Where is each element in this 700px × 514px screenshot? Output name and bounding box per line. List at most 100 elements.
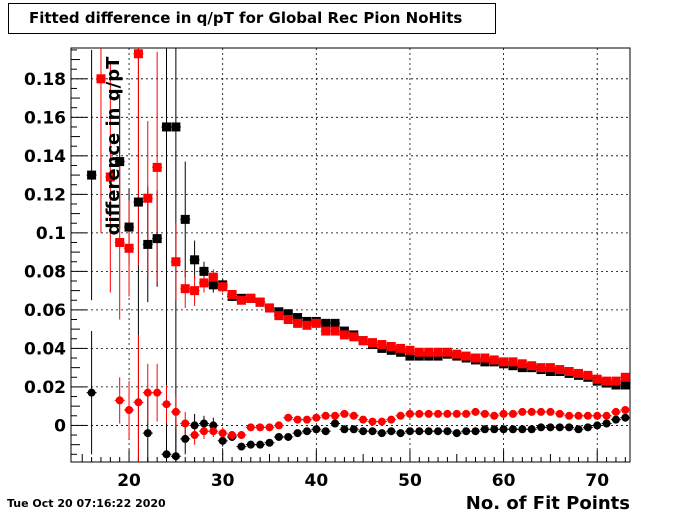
- data-point-circle: [593, 411, 602, 420]
- data-point-square: [293, 313, 303, 323]
- data-point-square: [452, 349, 462, 359]
- axis-ticks: [71, 49, 626, 462]
- data-point-circle: [490, 425, 499, 434]
- data-point-square: [199, 278, 209, 288]
- data-point-circle: [293, 415, 302, 424]
- data-point-square: [208, 280, 218, 290]
- data-point-square: [124, 222, 134, 232]
- data-point-square: [508, 357, 518, 367]
- data-point-circle: [237, 442, 246, 451]
- data-point-circle: [518, 407, 527, 416]
- data-point-square: [414, 347, 424, 357]
- data-point-square: [143, 193, 153, 203]
- data-point-square: [620, 380, 630, 390]
- data-point-square: [583, 370, 593, 380]
- data-point-circle: [593, 421, 602, 430]
- data-point-circle: [246, 423, 255, 432]
- data-point-square: [105, 172, 115, 182]
- data-point-square: [208, 272, 218, 282]
- data-point-circle: [321, 411, 330, 420]
- data-point-circle: [537, 407, 546, 416]
- data-point-square: [162, 122, 172, 132]
- data-point-circle: [565, 411, 574, 420]
- data-point-circle: [218, 429, 227, 438]
- data-point-circle: [359, 427, 368, 436]
- data-point-circle: [434, 409, 443, 418]
- data-point-circle: [246, 440, 255, 449]
- chart-title: Fitted difference in q/pT for Global Rec…: [8, 3, 496, 34]
- y-tick-label: 0.08: [24, 262, 66, 282]
- y-tick-label: 0.12: [24, 185, 66, 205]
- data-point-circle: [443, 427, 452, 436]
- data-point-square: [152, 234, 162, 244]
- data-point-square: [330, 318, 340, 328]
- data-point-circle: [143, 429, 152, 438]
- data-point-square: [133, 49, 143, 59]
- data-point-circle: [218, 436, 227, 445]
- data-point-circle: [546, 423, 555, 432]
- data-point-square: [330, 326, 340, 336]
- y-tick-label: 0: [54, 416, 66, 436]
- y-tick-label: 0.16: [24, 108, 66, 128]
- data-point-circle: [368, 427, 377, 436]
- data-point-square: [424, 347, 434, 357]
- data-point-square: [405, 345, 415, 355]
- data-point-circle: [611, 407, 620, 416]
- data-point-square: [96, 74, 106, 84]
- data-point-circle: [424, 409, 433, 418]
- data-point-circle: [537, 423, 546, 432]
- data-point-circle: [387, 415, 396, 424]
- data-point-square: [611, 376, 621, 386]
- data-point-circle: [462, 427, 471, 436]
- grid: [71, 48, 630, 462]
- data-point-square: [433, 347, 443, 357]
- data-point-square: [87, 170, 97, 180]
- data-point-square: [339, 330, 349, 340]
- data-point-square: [236, 295, 246, 305]
- data-point-square: [255, 297, 265, 307]
- y-axis-label: difference in q/pT: [103, 56, 124, 235]
- data-point-circle: [583, 411, 592, 420]
- data-point-square: [574, 368, 584, 378]
- data-point-square: [349, 332, 359, 342]
- data-point-square: [527, 361, 537, 371]
- data-point-circle: [621, 406, 630, 415]
- data-point-circle: [396, 411, 405, 420]
- data-point-square: [471, 353, 481, 363]
- x-tick-label: 40: [304, 471, 328, 491]
- x-tick-label: 30: [211, 471, 235, 491]
- data-point-square: [545, 363, 555, 373]
- data-point-circle: [602, 419, 611, 428]
- data-point-square: [517, 359, 527, 369]
- timestamp: Tue Oct 20 07:16:22 2020: [7, 497, 166, 510]
- data-point-circle: [480, 409, 489, 418]
- data-point-circle: [508, 425, 517, 434]
- data-point-circle: [527, 425, 536, 434]
- x-tick-label: 60: [492, 471, 516, 491]
- data-point-circle: [405, 427, 414, 436]
- tick-labels: 20 30 40 50 60 70 0 0.02 0.04 0.06 0.08 0.1 0.12 0.14…: [24, 70, 609, 491]
- y-tick-label: 0.04: [24, 339, 66, 359]
- data-point-circle: [321, 427, 330, 436]
- x-tick-label: 20: [117, 471, 141, 491]
- data-point-circle: [546, 407, 555, 416]
- data-point-circle: [181, 419, 190, 428]
- data-point-circle: [499, 425, 508, 434]
- data-point-square: [386, 341, 396, 351]
- data-point-circle: [265, 438, 274, 447]
- y-tick-label: 0.18: [24, 70, 66, 90]
- data-point-square: [180, 284, 190, 294]
- data-point-square: [480, 353, 490, 363]
- data-point-circle: [415, 427, 424, 436]
- data-point-circle: [443, 409, 452, 418]
- data-point-circle: [387, 427, 396, 436]
- error-bars: [86, 48, 631, 462]
- data-point-circle: [199, 427, 208, 436]
- data-point-square: [152, 162, 162, 172]
- data-point-circle: [574, 425, 583, 434]
- data-point-circle: [340, 409, 349, 418]
- data-point-circle: [312, 413, 321, 422]
- data-point-circle: [162, 450, 171, 459]
- data-point-circle: [415, 409, 424, 418]
